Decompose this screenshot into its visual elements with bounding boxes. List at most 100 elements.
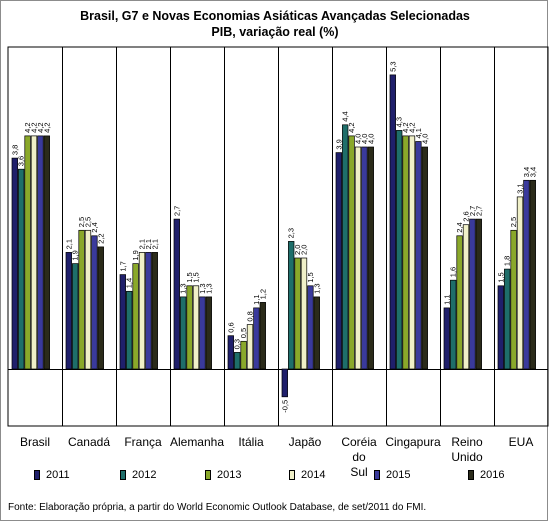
- bar-2011: [227, 335, 234, 370]
- category-label: Unido: [451, 450, 483, 464]
- bar-2012: [180, 296, 187, 370]
- category-label: Japão: [289, 435, 322, 449]
- data-label: 4,2: [347, 122, 356, 132]
- data-label: 1,6: [449, 267, 458, 277]
- legend-label: 2013: [217, 469, 242, 481]
- data-label: 4,0: [360, 134, 369, 144]
- data-label: 4,0: [366, 134, 375, 144]
- bar-2013: [294, 257, 301, 370]
- legend-swatch: [34, 470, 40, 480]
- data-label: 4,2: [30, 122, 39, 132]
- category-label: Canadá: [68, 435, 110, 449]
- data-label: 1,2: [258, 289, 267, 299]
- data-label: 4,2: [23, 122, 32, 132]
- data-label: 2,2: [96, 233, 105, 243]
- bar-2016: [259, 302, 266, 370]
- data-label: 2,1: [138, 239, 147, 249]
- category-label: Alemanha: [170, 435, 224, 449]
- data-label: 2,7: [172, 206, 181, 216]
- data-label: 4,2: [401, 122, 410, 132]
- bar-2015: [253, 307, 260, 370]
- legend-swatch: [205, 470, 211, 480]
- bar-2013: [132, 263, 139, 370]
- bar-2016: [205, 296, 212, 370]
- bar-2013: [348, 135, 355, 370]
- bar-2014: [192, 285, 200, 370]
- data-label: 1,8: [503, 256, 512, 266]
- bar-2012: [288, 241, 295, 370]
- category-label: Brasil: [20, 435, 50, 449]
- bar-2012: [450, 279, 457, 370]
- category-label: Reino: [451, 435, 483, 449]
- category-label: Cingapura: [385, 435, 441, 449]
- data-label: 1,3: [204, 283, 213, 293]
- legend-swatch: [468, 470, 474, 480]
- bar-2016: [97, 246, 104, 370]
- data-label: 4,3: [395, 117, 404, 127]
- bar-2011: [119, 274, 126, 370]
- data-label: 1,5: [192, 272, 201, 282]
- bar-2016: [151, 252, 158, 370]
- bar-2016: [529, 179, 536, 370]
- category-label: do: [352, 450, 366, 464]
- data-label: 2,5: [84, 217, 93, 227]
- legend-swatch: [374, 470, 380, 480]
- bar-2011: [335, 152, 342, 370]
- bar-2016: [313, 296, 320, 370]
- chart-title: Brasil, G7 e Novas Economias Asiáticas A…: [80, 9, 470, 23]
- bar-2013: [186, 285, 193, 370]
- legend-item-2015: 2015: [374, 468, 410, 482]
- bar-2012: [504, 268, 511, 370]
- data-label: 0,5: [239, 328, 248, 338]
- data-label: 2,6: [462, 211, 471, 221]
- bar-2014: [300, 257, 308, 370]
- data-label: 2,4: [90, 222, 99, 232]
- bar-2015: [523, 179, 530, 370]
- data-label: 1,3: [312, 283, 321, 293]
- data-label: -0,5: [280, 400, 289, 413]
- bar-2015: [469, 218, 476, 370]
- bar-2014: [138, 252, 146, 370]
- bar-2015: [91, 235, 98, 370]
- data-label: 0,3: [233, 339, 242, 349]
- bar-2013: [456, 235, 463, 370]
- category-label: EUA: [509, 435, 534, 449]
- data-label: 0,6: [226, 322, 235, 332]
- bar-2011: [173, 218, 180, 370]
- data-label: 2,4: [455, 222, 464, 232]
- category-label: Sul: [350, 465, 367, 479]
- bar-2011: [389, 74, 396, 370]
- data-label: 1,5: [306, 272, 315, 282]
- source-footnote: Fonte: Elaboração própria, a partir do W…: [8, 502, 427, 513]
- data-label: 1,1: [442, 294, 451, 304]
- legend-label: 2015: [386, 469, 411, 481]
- data-label: 1,5: [185, 272, 194, 282]
- data-label: 1,5: [496, 272, 505, 282]
- legend-item-2014: 2014: [289, 468, 325, 482]
- data-label: 0,8: [246, 311, 255, 321]
- bar-2015: [145, 252, 152, 370]
- legend-item-2011: 2011: [34, 468, 70, 482]
- category-label: França: [124, 435, 162, 449]
- legend-label: 2016: [480, 469, 505, 481]
- data-label: 1,3: [179, 283, 188, 293]
- bar-2015: [37, 135, 44, 370]
- legend-label: 2011: [46, 469, 70, 481]
- bar-2012: [342, 124, 349, 370]
- bar-2012: [234, 352, 241, 370]
- bar-2013: [402, 135, 409, 370]
- data-label: 1,9: [131, 250, 140, 260]
- bar-2012: [18, 168, 25, 370]
- data-label: 3,9: [334, 139, 343, 149]
- bar-2011: [65, 252, 72, 370]
- bar-2011: [497, 285, 504, 370]
- data-label: 1,4: [125, 278, 134, 288]
- category-label: Coréia: [341, 435, 377, 449]
- bar-2014: [354, 146, 362, 370]
- legend-swatch: [289, 470, 295, 480]
- data-label: 4,4: [341, 111, 350, 121]
- bar-2014: [408, 135, 416, 370]
- data-label: 4,0: [420, 134, 429, 144]
- data-label: 2,5: [77, 217, 86, 227]
- data-label: 3,1: [516, 183, 525, 193]
